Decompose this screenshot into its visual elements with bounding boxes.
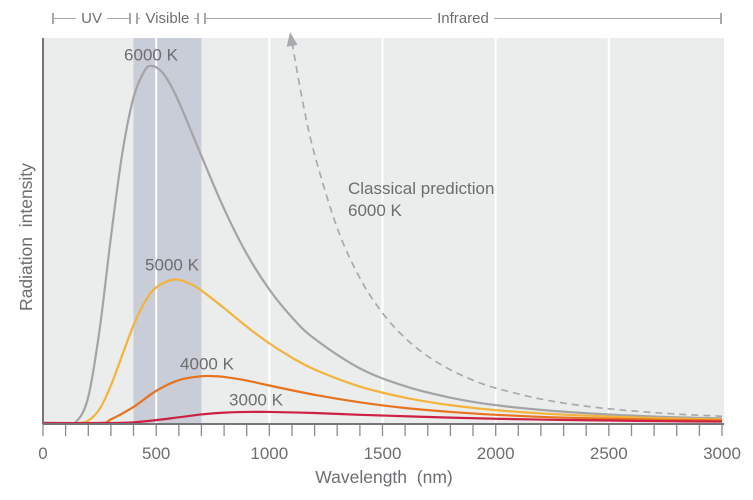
bracket-line bbox=[107, 17, 130, 20]
x-tick-label-1000: 1000 bbox=[250, 444, 289, 463]
bracket-tick-icon bbox=[196, 13, 199, 24]
visible-band-highlight bbox=[133, 38, 202, 424]
bracket-tick-icon bbox=[720, 13, 722, 24]
bracket-line bbox=[205, 17, 433, 20]
y-axis-label: Radiation intensity bbox=[16, 163, 37, 311]
bracket-line bbox=[54, 17, 77, 20]
classical-curve-arrowhead-icon bbox=[286, 32, 298, 47]
spectrum-band-label: UV bbox=[81, 10, 103, 27]
bracket-line bbox=[194, 17, 197, 20]
curve-classical-prediction-6000-k bbox=[291, 42, 723, 418]
curve-annotation-4000-k: 4000 K bbox=[180, 354, 234, 374]
bracket-line bbox=[493, 17, 720, 20]
spectrum-band-label: Visible bbox=[145, 10, 190, 27]
curve-5000-k bbox=[43, 278, 723, 424]
x-tick-label-500: 500 bbox=[142, 444, 171, 463]
spectrum-band-visible: Visible bbox=[136, 10, 199, 27]
curve-4000-k bbox=[43, 374, 723, 424]
x-tick-label-2500: 2500 bbox=[589, 444, 628, 463]
curve-6000-k bbox=[43, 64, 723, 424]
x-tick-label-3000: 3000 bbox=[703, 444, 741, 463]
bracket-tick-icon bbox=[129, 13, 132, 24]
curve-annotation-6000-k: 6000 K bbox=[124, 45, 178, 65]
bracket-tick-icon bbox=[52, 13, 55, 24]
spectrum-band-uv: UV bbox=[52, 10, 132, 27]
spectrum-band-infrared: Infrared bbox=[203, 10, 722, 27]
x-tick-label-0: 0 bbox=[38, 444, 48, 463]
curve-3000-k bbox=[43, 410, 723, 424]
spectrum-band-label: Infrared bbox=[437, 10, 489, 27]
curve-annotation-3000-k: 3000 K bbox=[229, 390, 283, 410]
curve-annotation-5000-k: 5000 K bbox=[145, 255, 199, 275]
x-axis-label: Wavelength (nm) bbox=[315, 467, 453, 487]
bracket-line bbox=[138, 17, 141, 20]
x-tick-label-2000: 2000 bbox=[476, 444, 515, 463]
bracket-tick-icon bbox=[136, 13, 138, 24]
x-tick-label-1500: 1500 bbox=[363, 444, 402, 463]
bracket-tick-icon bbox=[203, 13, 206, 24]
curve-annotation-classical-prediction: Classical prediction 6000 K bbox=[348, 179, 495, 220]
